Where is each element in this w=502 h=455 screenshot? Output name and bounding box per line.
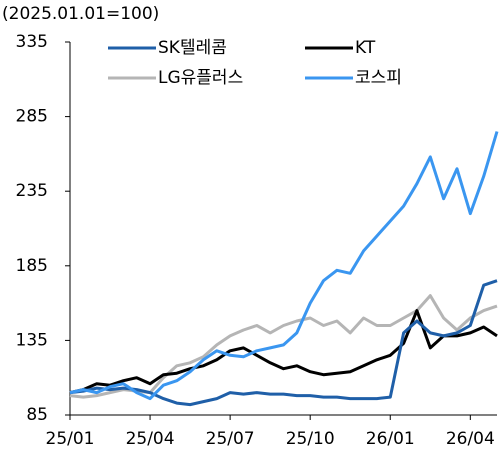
series-line	[69, 131, 499, 401]
y-tick-label: 135	[16, 330, 48, 350]
legend-label: KT	[355, 38, 376, 58]
legend-label: 코스피	[355, 68, 402, 88]
x-tick-label: 26/04	[446, 429, 495, 449]
x-tick-label: 25/07	[206, 429, 255, 449]
series-line	[69, 279, 498, 407]
y-tick-label: 185	[16, 256, 48, 276]
x-tick-label: 26/01	[366, 429, 415, 449]
y-tick-label: 85	[26, 405, 48, 425]
legend-label: LG유플러스	[158, 68, 243, 88]
x-tick-label: 25/04	[126, 429, 175, 449]
series-line	[69, 309, 498, 395]
legend-label: SK텔레콤	[158, 38, 227, 58]
y-tick-label: 285	[16, 107, 48, 127]
chart-subtitle: (2025.01.01=100)	[2, 4, 159, 24]
y-tick-label: 235	[16, 181, 48, 201]
x-tick-label: 25/10	[286, 429, 335, 449]
x-tick-label: 25/01	[46, 429, 95, 449]
y-tick-label: 335	[16, 32, 48, 52]
